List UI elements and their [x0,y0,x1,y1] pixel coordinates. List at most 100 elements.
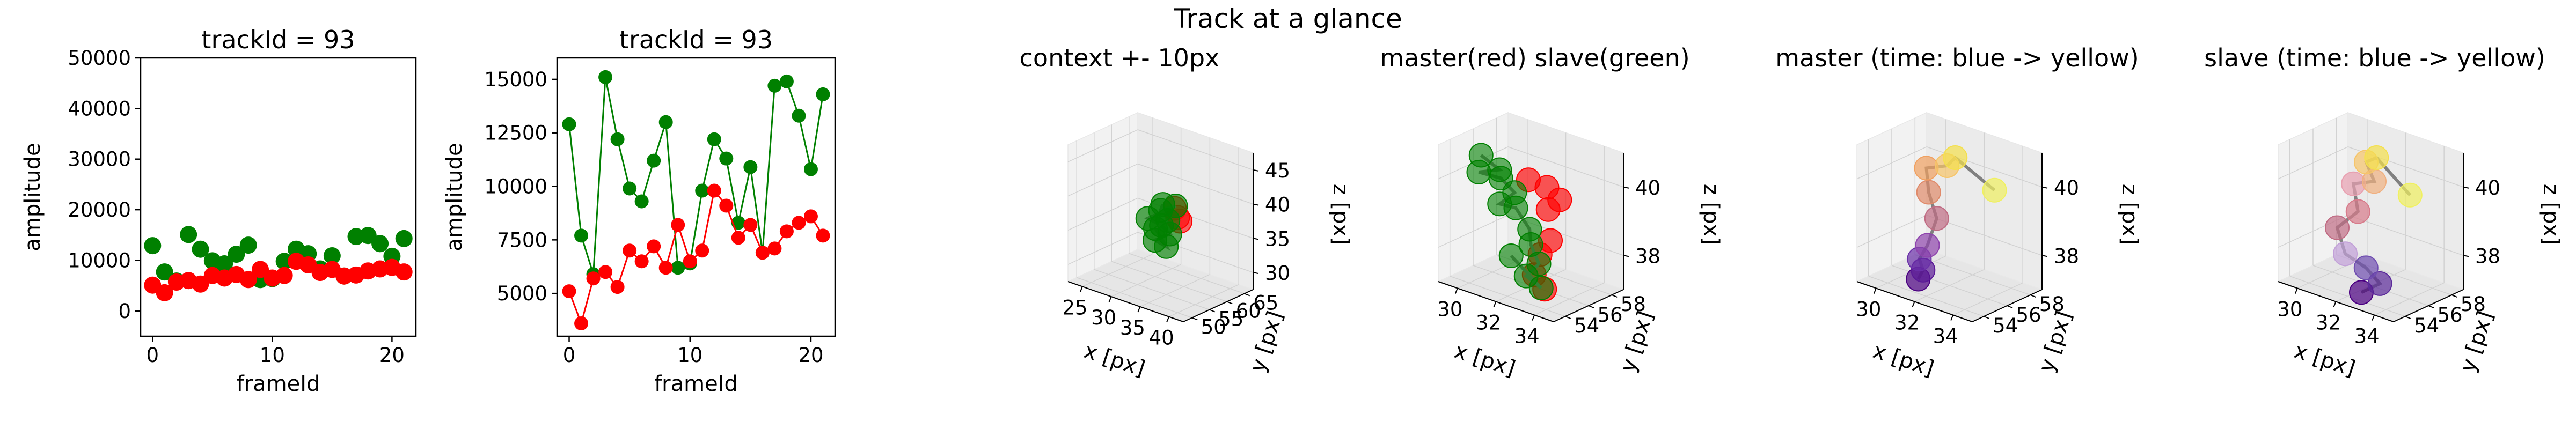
data-point [371,235,389,253]
data-point [1503,195,1528,220]
x-axis-label: x [px] [2291,338,2358,381]
x-tick-label: 10 [260,344,285,367]
grid-line [1915,254,2031,295]
x-tick [1532,315,1535,321]
data-point [252,261,269,278]
x-axis-label: x [px] [1870,338,1937,381]
chart-title: master (time: blue -> yellow) [1775,43,2139,72]
x-tick-label: 30 [1091,306,1116,329]
y-tick [1191,317,1198,321]
grid-line [1077,277,1192,319]
x-tick [1137,306,1141,313]
data-point [1528,276,1554,300]
z-tick [1623,255,1629,257]
y-tick [1226,301,1233,305]
grid-line [1450,276,1565,317]
data-point [586,271,601,286]
data-point [156,263,173,281]
y-tick [1565,316,1571,319]
data-point [275,267,293,284]
grid-line [2289,276,2405,317]
data-point [647,153,661,168]
z-tick [1253,203,1259,206]
data-point [598,70,613,84]
data-point [2397,182,2423,208]
x-tick-label: 30 [1437,298,1462,321]
x-tick-label: 32 [2316,312,2341,335]
y-tick-label: 20000 [68,198,131,221]
data-point [1982,177,2007,203]
z-tick [1253,272,1259,275]
grid-line [1111,261,1227,302]
chart-title: master(red) slave(green) [1380,43,1689,72]
x-tick-label: 20 [379,344,405,367]
grid-line [1856,146,1927,180]
z-tick-label: 40 [2475,176,2500,199]
x-tick [1166,316,1170,322]
y-tick-label: 50000 [68,47,131,70]
y-tick [1984,316,1990,319]
x-tick-label: 34 [2354,325,2380,348]
chart-title: trackId = 93 [619,25,773,54]
data-point [671,218,685,232]
x-tick-label: 40 [1149,327,1174,350]
data-point [192,240,209,258]
data-point [743,218,758,232]
data-point [634,254,649,269]
data-point [2353,255,2379,280]
chart-title: context +- 10px [1020,43,1220,72]
x-axis-label: frameId [237,372,320,396]
grid-line [2278,146,2348,180]
x-tick-label: 0 [147,344,159,367]
axis-line [1067,281,1184,322]
data-point [2341,171,2366,196]
data-point [731,231,745,245]
data-point [2367,271,2392,296]
axis-line [1183,289,1254,322]
grid-line [1067,232,1138,265]
y-tick-label: 30000 [68,148,131,171]
data-point [180,226,197,243]
data-point [695,183,709,198]
y-tick [2405,316,2411,319]
grid-line [1067,129,1138,162]
x-tick [1912,301,1915,307]
slave-time-3d-panel: slave (time: blue -> yellow) 30 32 34 545658… [2204,43,2563,381]
data-point [719,151,734,166]
data-point [767,241,782,256]
x-tick-label: 30 [1856,298,1881,321]
data-point [779,74,794,88]
z-tick [2463,186,2469,189]
y-tick [1209,309,1216,313]
x-axis-label: x [px] [1451,338,1518,381]
data-point [707,132,721,146]
x-tick-label: 32 [1894,312,1920,335]
z-axis-label: z [px] [2538,184,2563,245]
data-point [755,246,770,260]
x-tick-label: 34 [1933,325,1958,348]
chart-title: slave (time: blue -> yellow) [2204,43,2545,72]
grid-line [1137,163,1254,205]
y-axis-label: amplitude [20,143,45,251]
data-point [719,198,734,213]
y-tick-label: 65 [1253,292,1278,315]
data-point [156,284,173,301]
y-tick [2428,305,2434,308]
data-point [1916,180,1941,205]
data-point [562,284,576,299]
x-axis-label: x [px] [1081,338,1148,381]
x-tick [2294,288,2298,294]
data-point [1155,208,1181,233]
z-tick-label: 38 [1635,245,1660,268]
data-point [1154,234,1179,259]
data-point [803,209,818,224]
axes-frame [556,57,836,337]
data-point [610,132,625,146]
y-tick-label: 12500 [484,122,547,145]
chart-title: trackId = 93 [201,25,355,54]
y-tick-label: 54 [1993,314,2018,337]
y-tick [1244,293,1250,297]
y-tick [1611,294,1618,298]
x-tick [2372,315,2375,321]
z-tick-label: 38 [2475,245,2500,268]
